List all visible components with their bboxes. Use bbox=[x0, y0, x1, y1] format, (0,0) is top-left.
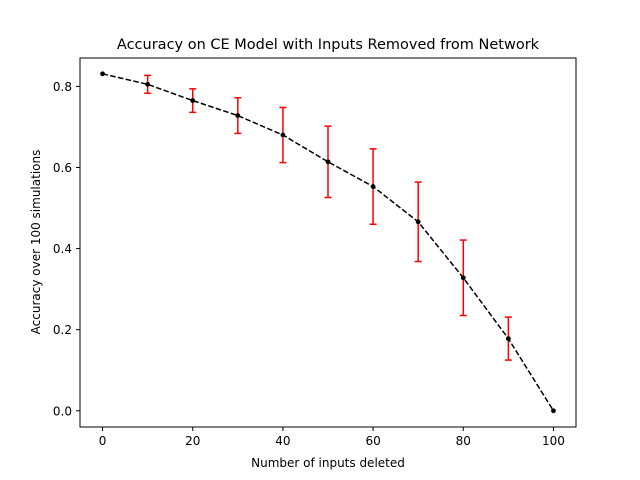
y-axis: 0.0 0.2 0.4 0.6 0.8 bbox=[53, 80, 80, 418]
x-tick-label: 40 bbox=[275, 434, 290, 448]
x-axis-label: Number of inputs deleted bbox=[251, 456, 405, 470]
y-tick-label: 0.8 bbox=[53, 80, 72, 94]
data-point bbox=[325, 159, 331, 165]
data-point bbox=[145, 81, 151, 87]
y-tick-label: 0.6 bbox=[53, 161, 72, 175]
data-point bbox=[460, 275, 466, 281]
y-tick-label: 0.0 bbox=[53, 404, 72, 418]
data-point bbox=[235, 113, 241, 118]
y-tick-label: 0.2 bbox=[53, 323, 72, 337]
x-tick-label: 20 bbox=[185, 434, 200, 448]
plot-frame bbox=[79, 57, 577, 428]
x-tick-label: 60 bbox=[365, 434, 380, 448]
data-point bbox=[100, 71, 105, 77]
x-tick-label: 100 bbox=[542, 434, 565, 448]
plot-area bbox=[100, 71, 556, 414]
data-point bbox=[190, 98, 196, 103]
y-tick-label: 0.4 bbox=[53, 242, 72, 256]
data-point bbox=[551, 408, 556, 414]
x-tick-label: 80 bbox=[456, 434, 471, 448]
y-axis-label: Accuracy over 100 simulations bbox=[29, 150, 43, 335]
data-point bbox=[415, 219, 421, 225]
x-axis: 0 20 40 60 80 100 bbox=[99, 427, 565, 448]
chart-title: Accuracy on CE Model with Inputs Removed… bbox=[117, 37, 540, 53]
data-point bbox=[280, 132, 286, 138]
data-point bbox=[370, 184, 376, 189]
x-tick-label: 0 bbox=[99, 434, 107, 448]
data-point bbox=[505, 336, 511, 342]
